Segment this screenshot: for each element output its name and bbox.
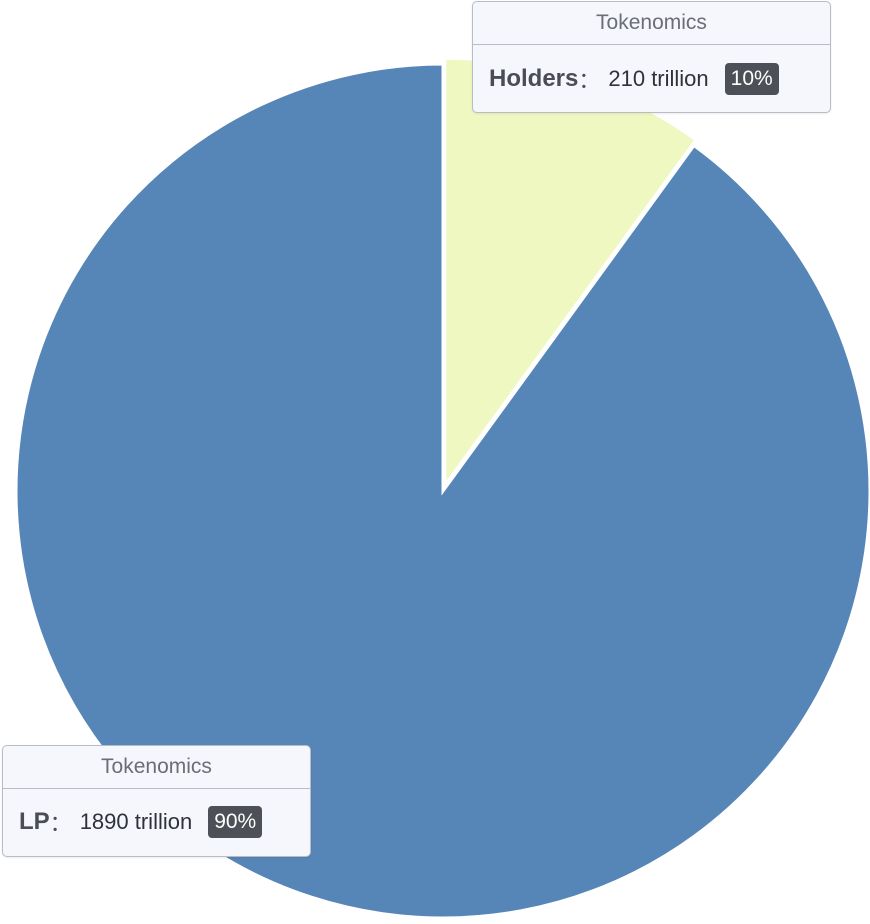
lp-percent-badge: 90% [208, 806, 263, 838]
lp-separator: ： [49, 811, 72, 836]
holders-percent-badge: 10% [724, 63, 779, 95]
holders-separator: ： [578, 68, 601, 93]
holders-value: 210 trillion [608, 66, 709, 91]
lp-label-callout: Tokenomics LP ： 1890 trillion 90% [2, 745, 311, 857]
pie-slice-lp[interactable] [14, 62, 870, 920]
holders-callout-title: Tokenomics [473, 2, 830, 45]
holders-label-callout: Tokenomics Holders ： 210 trillion 10% [472, 1, 831, 113]
holders-callout-body: Holders ： 210 trillion 10% [473, 45, 830, 113]
holders-name: Holders [489, 65, 579, 92]
lp-callout-body: LP ： 1890 trillion 90% [3, 789, 310, 855]
lp-callout-title: Tokenomics [3, 746, 310, 789]
lp-value: 1890 trillion [79, 809, 193, 834]
lp-name: LP [19, 808, 50, 835]
